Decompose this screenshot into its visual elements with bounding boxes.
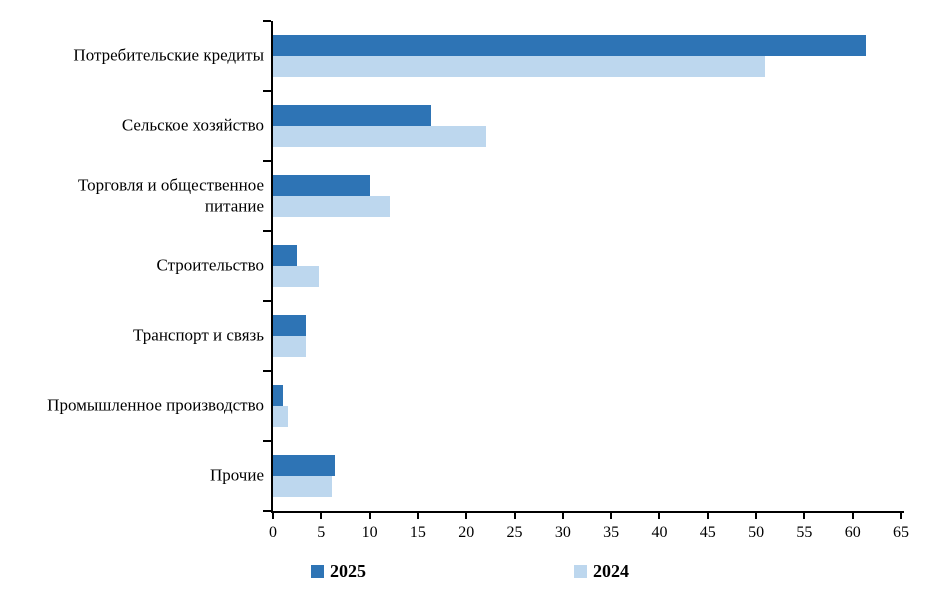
x-axis-tick-label: 35: [603, 524, 620, 541]
x-axis-tick-label: 25: [506, 524, 523, 541]
category-label: Торговля и общественное питание: [78, 175, 264, 215]
y-axis-tick: [263, 90, 271, 92]
x-axis-tick: [755, 513, 758, 519]
legend-label-2024: 2024: [593, 561, 629, 581]
bar-2025: [273, 245, 298, 266]
x-axis-tick: [900, 513, 902, 519]
x-axis-tick: [803, 513, 806, 519]
bar-2025: [273, 455, 335, 476]
bar-2024: [273, 56, 765, 77]
x-axis-tick: [706, 513, 709, 519]
legend-swatch-2025: [311, 565, 324, 578]
x-axis-tick: [465, 513, 468, 519]
y-axis-tick: [263, 300, 271, 302]
x-axis-tick: [368, 513, 371, 519]
category-label: Транспорт и связь: [133, 325, 264, 345]
bar-2024: [273, 196, 390, 217]
bar-2024: [273, 126, 486, 147]
x-axis-tick-label: 55: [796, 524, 813, 541]
x-axis-tick-label: 45: [699, 524, 716, 541]
bar-2025: [273, 315, 306, 336]
x-axis-tick: [272, 513, 274, 519]
x-axis-tick-label: 65: [893, 524, 909, 541]
x-axis-tick-label: 5: [317, 524, 326, 541]
x-axis-tick-label: 50: [748, 524, 765, 541]
x-axis-tick: [658, 513, 661, 519]
legend-item-2025: 2025: [311, 561, 366, 582]
y-axis-tick: [263, 510, 271, 512]
y-axis-tick: [263, 160, 271, 162]
bar-2025: [273, 35, 867, 56]
bar-2025: [273, 105, 432, 126]
bar-2024: [273, 406, 289, 427]
x-axis-tick-label: 0: [269, 524, 277, 541]
x-axis-line: [271, 511, 904, 513]
legend-item-2024: 2024: [574, 561, 629, 582]
x-axis-tick-label: 40: [651, 524, 668, 541]
y-axis-tick: [263, 370, 271, 372]
bar-2025: [273, 175, 370, 196]
bar-2024: [273, 336, 306, 357]
category-label: Потребительские кредиты: [73, 45, 264, 65]
category-label: Промышленное производство: [47, 395, 264, 415]
x-axis-tick-label: 10: [361, 524, 378, 541]
category-label: Сельское хозяйство: [121, 115, 264, 135]
bar-2025: [273, 385, 283, 406]
x-axis-tick-label: 60: [844, 524, 861, 541]
x-axis-tick: [610, 513, 613, 519]
y-axis-tick: [263, 20, 271, 22]
x-axis-tick: [513, 513, 516, 519]
x-axis-tick: [851, 513, 854, 519]
y-axis-line: [271, 21, 273, 513]
bar-2024: [273, 476, 332, 497]
x-axis-tick-label: 20: [458, 524, 475, 541]
x-axis-tick: [320, 513, 323, 519]
x-axis-tick: [416, 513, 419, 519]
x-axis-tick-label: 15: [409, 524, 426, 541]
legend-label-2025: 2025: [330, 561, 366, 581]
x-axis-tick: [561, 513, 564, 519]
category-label: Прочие: [209, 465, 264, 485]
category-label: Строительство: [156, 255, 264, 275]
y-axis-tick: [263, 440, 271, 442]
bar-2024: [273, 266, 320, 287]
legend-swatch-2024: [574, 565, 587, 578]
y-axis-tick: [263, 230, 271, 232]
x-axis-tick-label: 30: [554, 524, 571, 541]
